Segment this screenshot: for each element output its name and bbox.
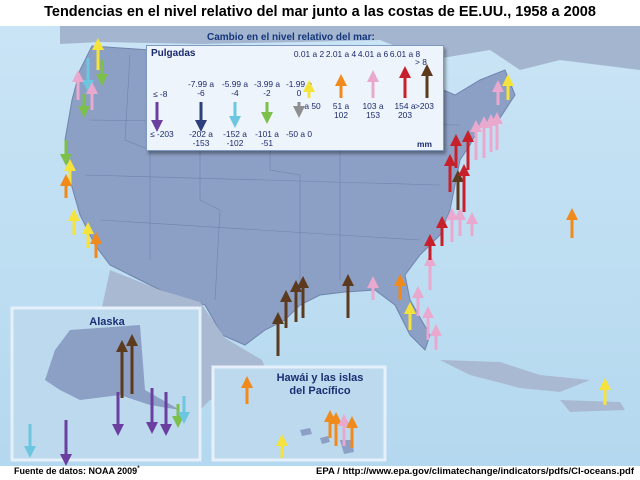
legend-falling-mm-2: -202 a -153 — [189, 129, 213, 148]
hawaii-inset-label-line2: del Pacífico — [289, 385, 351, 397]
legend-rising-mm-2: 51 a 102 — [332, 101, 350, 120]
caribbean-islands — [440, 360, 625, 412]
legend-rising-mm-4: 154 a 203 — [394, 101, 416, 120]
alaska-land — [45, 325, 180, 410]
legend-rising-inches-5: > 8 — [415, 57, 427, 67]
legend-falling-inches-1: ≤ -8 — [153, 89, 168, 99]
legend-falling-mm-4: -101 a -51 — [255, 129, 279, 148]
hawaii-islands — [300, 428, 354, 454]
legend-rising-mm-5: >203 — [415, 101, 434, 111]
legend-falling-mm-1: ≤ -203 — [150, 129, 174, 139]
legend-inches-label: Pulgadas — [151, 48, 196, 59]
legend-falling-inches-4: -3.99 a -2 — [253, 79, 281, 98]
data-source-footnote-mark: * — [137, 466, 140, 472]
hawaii-inset-label-line1: Hawái y las islas — [276, 372, 364, 384]
legend-subtitle: Cambio en el nivel relativo del mar: — [207, 32, 375, 43]
legend-swatches — [151, 64, 433, 132]
legend-rising-inches-4: 6.01 a 8 — [389, 49, 421, 59]
legend-mm-label: mm — [417, 139, 432, 149]
legend-rising-inches-1: 0.01 a 2 — [293, 49, 325, 59]
canada-land — [60, 26, 640, 70]
data-source: Fuente de datos: NOAA 2009* — [14, 466, 140, 476]
legend-falling-inches-2: -7.99 a -6 — [187, 79, 215, 98]
legend-falling-inches-3: -5.99 a -4 — [221, 79, 249, 98]
map-title: Tendencias en el nivel relativo del mar … — [44, 4, 596, 20]
hawaii-inset-label: Hawái y las islas del Pacífico — [250, 372, 390, 398]
legend-rising-mm-3: 103 a 153 — [362, 101, 384, 120]
legend-rising-inches-3: 4.01 a 6 — [357, 49, 389, 59]
legend-falling-mm-3: -152 a -102 — [223, 129, 247, 148]
legend-rising-mm-1: 1 a 50 — [297, 101, 321, 111]
station-arrows — [24, 38, 611, 466]
legend-rising-inches-2: 2.01 a 4 — [325, 49, 357, 59]
legend-falling-mm-5: -50 a 0 — [285, 129, 313, 139]
alaska-inset-label: Alaska — [89, 316, 125, 328]
legend-box: Pulgadas mm ≤ -8 -7.99 a -6 -5.99 a -4 -… — [146, 45, 444, 151]
data-source-text: Fuente de datos: NOAA 2009 — [14, 466, 138, 476]
epa-credit: EPA / http://www.epa.gov/climatechange/i… — [316, 466, 634, 477]
legend-falling-inches-5: -1.99 a 0 — [285, 79, 313, 98]
